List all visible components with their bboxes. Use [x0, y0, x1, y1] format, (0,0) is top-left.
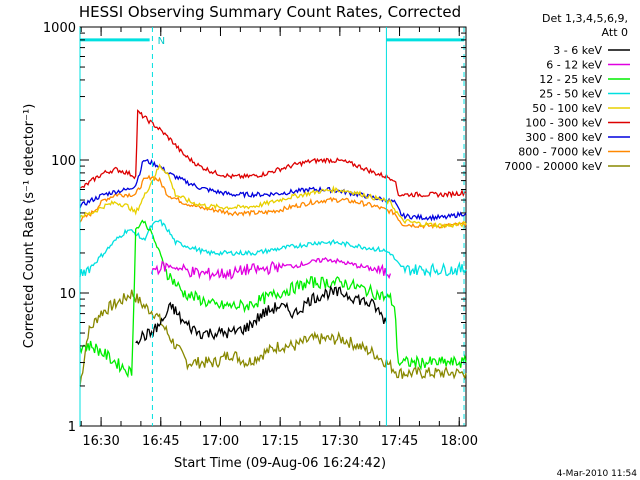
legend-header-0: Det 1,3,4,5,6,9, [542, 12, 628, 25]
series-line-8 [79, 289, 467, 387]
marker-label: N [158, 36, 165, 47]
series-line-5 [79, 109, 467, 199]
series-line-2 [79, 219, 467, 379]
legend-header-1: Att 0 [602, 26, 628, 39]
y-tick-label-2: 100 [51, 154, 76, 169]
y-tick-label-0: 1 [68, 420, 76, 435]
x-tick-label-1: 16:45 [142, 434, 179, 449]
series-line-1 [150, 256, 392, 282]
legend-label-1: 6 - 12 keV [546, 59, 602, 72]
plot-frame [79, 26, 467, 427]
series-line-3 [79, 219, 467, 278]
series-line-7 [79, 174, 467, 230]
x-tick-label-5: 17:45 [381, 434, 418, 449]
x-tick-label-3: 17:15 [261, 434, 298, 449]
legend-label-0: 3 - 6 keV [553, 44, 602, 57]
series-line-0 [135, 285, 388, 346]
y-axis-label: Corrected Count Rate (s⁻¹ detector⁻¹) [22, 104, 37, 349]
legend: Det 1,3,4,5,6,9,Att 03 - 6 keV 6 - 12 keV… [504, 12, 630, 173]
legend-label-3: 25 - 50 keV [539, 88, 602, 101]
legend-label-6: 300 - 800 keV [525, 131, 602, 144]
series-line-6 [79, 158, 467, 222]
series-line-4 [79, 163, 467, 229]
chart-title: HESSI Observing Summary Count Rates, Cor… [79, 3, 461, 21]
legend-label-5: 100 - 300 keV [525, 117, 602, 130]
y-tick-label-1: 10 [59, 287, 76, 302]
timestamp: 4-Mar-2010 11:54 [557, 469, 638, 479]
legend-label-7: 800 - 7000 keV [518, 146, 602, 159]
x-tick-label-0: 16:30 [82, 434, 119, 449]
y-tick-label-3: 1000 [43, 21, 76, 36]
x-tick-label-6: 18:00 [441, 434, 478, 449]
x-axis-label: Start Time (09-Aug-06 16:24:42) [174, 456, 386, 471]
legend-label-4: 50 - 100 keV [532, 102, 602, 115]
x-tick-label-4: 17:30 [321, 434, 358, 449]
x-tick-label-2: 17:00 [202, 434, 239, 449]
legend-label-8: 7000 - 20000 keV [504, 160, 602, 173]
legend-label-2: 12 - 25 keV [539, 73, 602, 86]
